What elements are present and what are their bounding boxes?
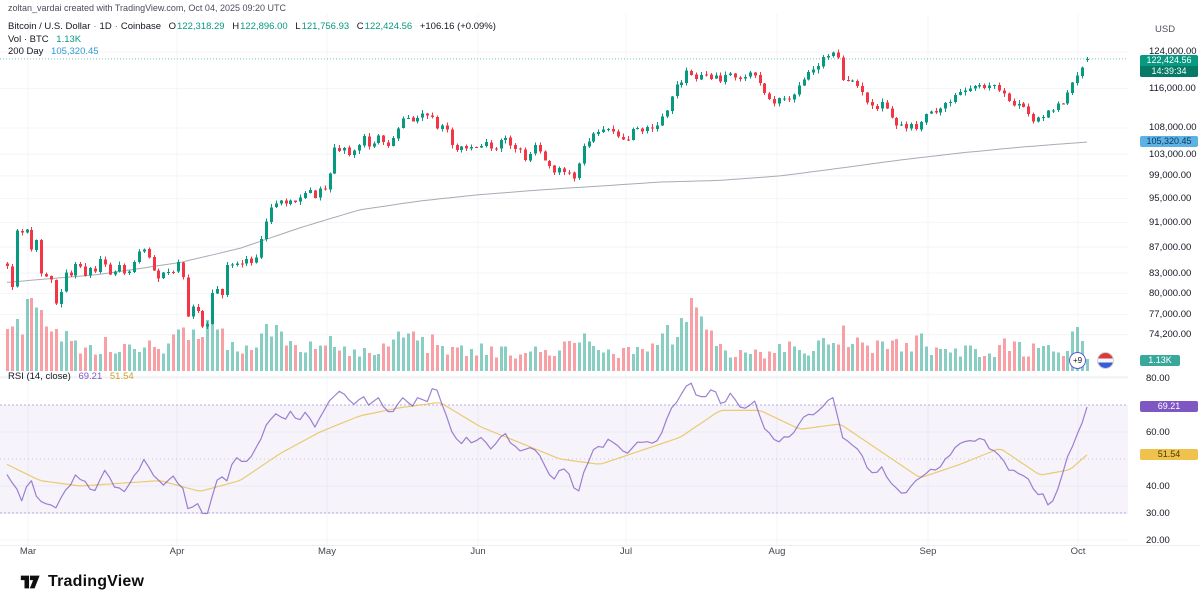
volume-badge: 1.13K [1140,355,1180,366]
close-label: C [356,21,364,32]
low-value: 121,756.93 [301,21,350,32]
price-tick-label: 87,000.00 [1149,241,1192,253]
price-tick-label: 77,000.00 [1149,308,1192,320]
rsi-ma-value: 51.54 [109,371,134,382]
high-value: 122,896.00 [240,21,288,32]
attribution: zoltan_vardai created with TradingView.c… [8,3,286,13]
reaction-count-icon[interactable]: +9 [1069,352,1086,369]
price-tick-label: 99,000.00 [1149,170,1192,182]
rsi-legend[interactable]: RSI (14, close) 69.21 51.54 [8,371,134,382]
price-tick-label: 116,000.00 [1149,83,1196,95]
price-tick-label: 108,000.00 [1149,122,1197,134]
close-value: 122,424.56 [364,21,413,32]
open-value: 122,318.29 [177,21,225,32]
price-tick-label: 103,000.00 [1149,148,1197,160]
month-label: Jun [470,546,486,557]
month-label: Jul [619,546,633,557]
rsi-value-badge: 69.21 [1140,401,1198,413]
rsi-tick-label: 30.00 [1146,507,1170,519]
month-label: Oct [1070,546,1086,557]
exchange-label: Coinbase [120,21,162,32]
rsi-tick-label: 60.00 [1146,426,1170,438]
last-price-value: 122,424.56 [1146,54,1192,65]
currency-label: USD [1155,24,1176,35]
price-tick-label: 83,000.00 [1149,267,1192,279]
ma200-legend[interactable]: 200 Day 105,320.45 [8,46,99,57]
ma200-label: 200 Day [8,46,44,57]
symbol-title: Bitcoin / U.S. Dollar [8,21,91,32]
volume-label: Vol · BTC [8,34,49,45]
symbol-legend[interactable]: Bitcoin / U.S. Dollar · 1D · Coinbase O122,3… [8,21,496,32]
interval-label: 1D [99,21,112,32]
open-label: O [168,21,177,32]
change-value: +106.16 (+0.09%) [419,21,496,32]
month-label: May [318,546,336,557]
month-label: Sep [919,546,937,557]
ma200-price-badge: 105,320.45 [1140,135,1198,147]
month-label: Aug [768,546,786,557]
month-label: Apr [169,546,185,557]
rsi-label: RSI (14, close) [8,371,71,382]
month-label: Mar [19,546,37,557]
bar-countdown: 14:39:34 [1140,65,1198,77]
tradingview-logo-text: TradingView [48,573,145,590]
volume-value: 1.13K [56,34,82,45]
high-label: H [232,21,240,32]
ma200-value: 105,320.45 [51,46,99,57]
rsi-value: 69.21 [78,371,103,382]
rsi-tick-label: 40.00 [1146,480,1170,492]
rsi-ma-value-badge: 51.54 [1140,448,1198,460]
rsi-tick-label: 20.00 [1146,534,1170,546]
low-label: L [295,21,301,32]
price-tick-label: 74,200.00 [1149,329,1192,341]
price-tick-label: 95,000.00 [1149,193,1192,205]
price-tick-label: 80,000.00 [1149,287,1192,299]
tradingview-logo[interactable]: TradingView [19,571,144,593]
price-tick-label: 124,000.00 [1149,46,1197,58]
last-price-badge: 122,424.56 14:39:34 [1140,54,1198,77]
volume-legend[interactable]: Vol · BTC 1.13K [8,34,81,45]
tradingview-logo-icon [20,575,40,589]
flag-reaction-icon[interactable] [1097,352,1114,369]
price-tick-label: 91,000.00 [1149,216,1192,228]
rsi-tick-label: 80.00 [1146,372,1170,384]
